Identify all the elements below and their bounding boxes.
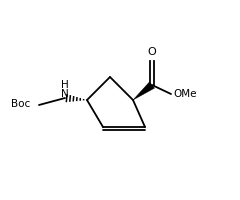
Text: Boc: Boc [11,99,30,109]
Polygon shape [133,82,155,100]
Text: OMe: OMe [173,89,197,99]
Text: H: H [61,80,69,90]
Text: O: O [148,47,156,57]
Text: N: N [61,89,69,99]
